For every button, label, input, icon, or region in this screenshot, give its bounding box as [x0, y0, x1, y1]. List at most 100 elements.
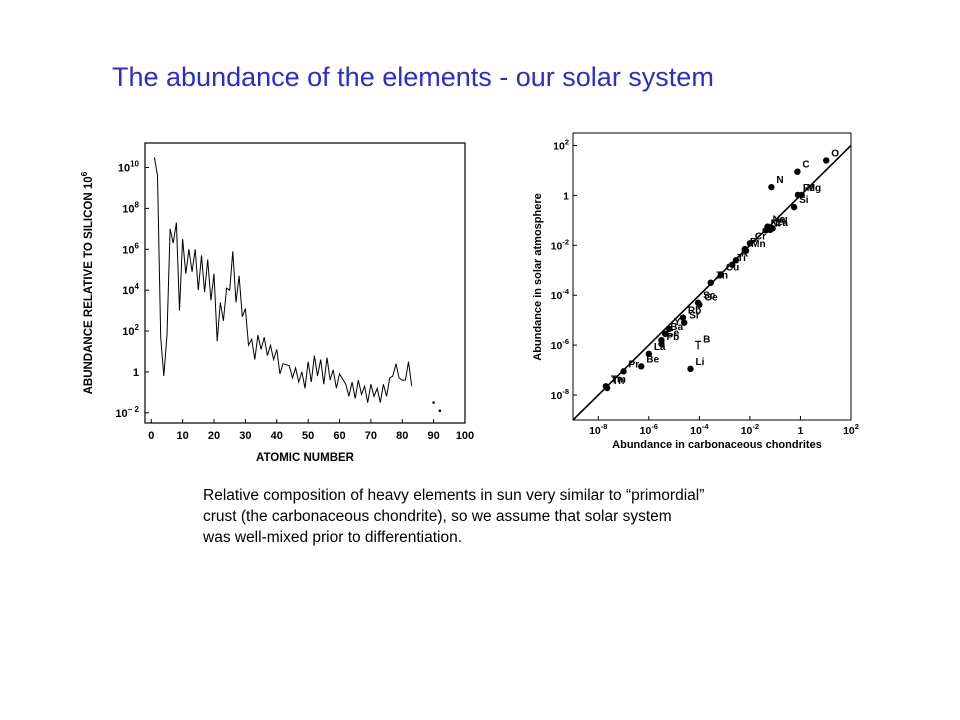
x-axis-label: ATOMIC NUMBER	[256, 452, 355, 464]
point-label: Ba	[670, 322, 683, 333]
isolated-data-point	[432, 401, 435, 404]
point-label: C	[802, 160, 809, 171]
y-axis-label-text: ABUNDANCE RELATIVE TO SILICON 10	[83, 176, 95, 394]
y-tick-label: 108	[122, 200, 139, 215]
data-point-n	[768, 183, 775, 191]
x-tick-label: 80	[396, 430, 408, 442]
data-point-pr	[620, 368, 627, 375]
y-tick-label: 102	[122, 323, 139, 338]
y-tick-label: 10-8	[551, 387, 569, 402]
x-tick-label: 100	[456, 430, 474, 442]
y-tick-label-base: 10	[553, 140, 565, 152]
solar-vs-chondrite-scatter-chart: Abundance in solar atmosphere Abundance …	[532, 132, 859, 451]
y-tick-label-exponent: -2	[562, 237, 569, 246]
x-tick-label: 30	[239, 430, 251, 442]
data-point-la	[645, 350, 653, 358]
data-point-k	[732, 257, 740, 264]
y-tick-label-exponent: 8	[135, 200, 140, 209]
point-label: Sr	[689, 311, 700, 322]
data-point-cr	[746, 240, 754, 247]
point-label: P	[750, 237, 757, 248]
point-label: N	[776, 175, 783, 186]
y-tick-label-exponent: 2	[565, 137, 569, 146]
point-label: Li	[696, 357, 705, 368]
data-point-pb	[658, 340, 665, 348]
data-point-sr	[681, 319, 688, 326]
data-point-mn	[742, 247, 750, 254]
data-point-th	[603, 384, 611, 392]
x-tick-label-base: 10	[589, 425, 601, 437]
x-tick-label-base: 10	[741, 425, 753, 437]
y-tick-label: 102	[553, 137, 569, 152]
y-tick-label-exponent: -8	[562, 387, 569, 396]
point-label: Zn	[716, 271, 728, 282]
x-tick-label: 90	[428, 430, 440, 442]
point-label: La	[654, 342, 666, 353]
point-label: Th	[612, 376, 624, 387]
y-tick-label-exponent: -4	[562, 287, 569, 296]
data-point-zn	[707, 279, 714, 286]
data-point-cu	[717, 271, 725, 278]
y-tick-label-base: 10	[122, 244, 134, 256]
x-tick-label: 0	[148, 430, 154, 442]
caption-line-3: was well-mixed prior to differentiation.	[203, 529, 463, 546]
data-point-ge	[696, 301, 703, 308]
y-tick-label-exponent: -6	[562, 337, 569, 346]
x-tick-label: 60	[333, 430, 345, 442]
y-tick-label-base: 10	[122, 285, 134, 297]
point-label: Na	[773, 215, 786, 226]
svg-text:ABUNDANCE RELATIVE TO SILICON: ABUNDANCE RELATIVE TO SILICON 106	[79, 171, 95, 394]
x-tick-label: 20	[208, 430, 220, 442]
x-tick-label: 1	[798, 425, 804, 437]
caption: Relative composition of heavy elements i…	[203, 485, 843, 548]
plot-frame	[572, 132, 852, 421]
y-axis-label: ABUNDANCE RELATIVE TO SILICON 106	[79, 171, 95, 394]
y-tick-label-exponent: 10	[130, 160, 139, 169]
data-point-ca	[766, 226, 774, 234]
x-tick-label-base: 10	[690, 425, 702, 437]
point-label: Be	[646, 354, 659, 365]
point-label: Si	[799, 195, 809, 206]
data-point-ba	[662, 330, 669, 338]
x-tick-label-exponent: 2	[855, 422, 859, 431]
x-tick-label: 10-2	[741, 422, 759, 437]
x-tick-label-base: 1	[798, 425, 804, 437]
point-label: B	[703, 334, 710, 345]
series-group	[153, 157, 442, 413]
point-label: Tm	[611, 374, 626, 385]
point-label: Sc	[703, 291, 716, 302]
x-tick-label: 50	[302, 430, 314, 442]
tick-group: 0 10 20 30 40 50 60 70 80 90 100101010810610410211…	[115, 160, 474, 442]
y-tick-label-base: 10	[122, 326, 134, 338]
point-label: Al	[778, 216, 788, 227]
x-tick-label: 10-6	[640, 422, 658, 437]
y-tick-label-base: 10	[551, 390, 563, 402]
caption-line-2: crust (the carbonaceous chondrite), so w…	[203, 508, 672, 525]
data-point-ti	[729, 261, 736, 268]
point-label: Mn	[751, 239, 765, 250]
point-label: Y	[674, 317, 681, 328]
x-tick-label: 40	[271, 430, 283, 442]
data-point-be	[638, 363, 645, 370]
x-tick-label-base: 10	[640, 425, 652, 437]
data-point-y	[665, 325, 673, 333]
x-tick-label: 10-4	[690, 422, 709, 437]
point-label: Mg	[807, 183, 821, 194]
y-tick-label-base: 10	[551, 290, 563, 302]
point-label: O	[831, 148, 839, 159]
x-tick-label: 102	[843, 422, 859, 437]
abundance-vs-atomic-number-chart: ABUNDANCE RELATIVE TO SILICON 106 ATOMIC…	[79, 142, 474, 464]
y-tick-label-base: 10	[551, 340, 563, 352]
y-tick-label: 1	[563, 190, 569, 202]
point-label: Cr	[755, 231, 766, 242]
point-label: Ge	[704, 293, 718, 304]
data-point-li	[687, 365, 694, 373]
data-point-c	[794, 168, 801, 175]
y-tick-label-base: 10	[122, 203, 134, 215]
y-tick-label-base: 1	[563, 190, 569, 202]
y-tick-label-base: 10	[115, 408, 127, 420]
y-tick-label: 104	[122, 282, 139, 297]
y-axis-label: Abundance in solar atmosphere	[532, 193, 544, 360]
y-tick-label-base: 10	[551, 240, 563, 252]
